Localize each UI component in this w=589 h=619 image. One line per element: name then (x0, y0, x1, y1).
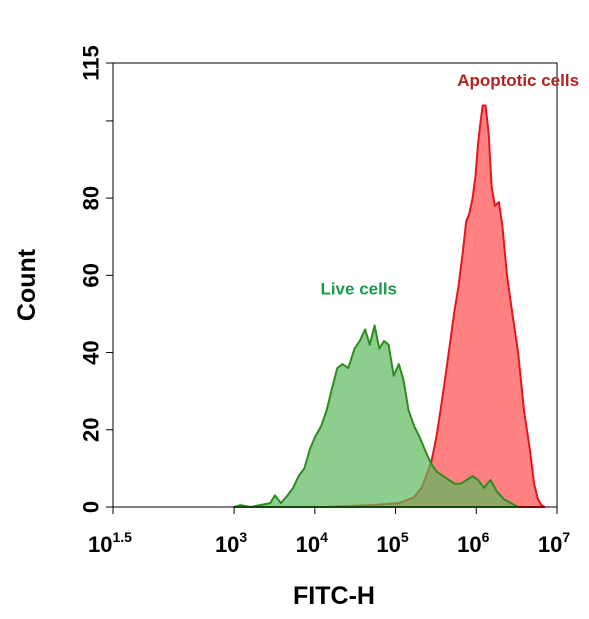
annotation-apoptotic-cells: Apoptotic cells (457, 71, 579, 90)
x-tick-exponent: 7 (562, 529, 570, 545)
x-tick-label: 106 (457, 529, 489, 557)
plot-frame (112, 62, 558, 508)
annotation-layer: Apoptotic cells Live cells (320, 71, 579, 298)
x-tick-exponent: 6 (482, 529, 490, 545)
y-axis-title: Count (13, 248, 41, 321)
x-tick-exponent: 5 (401, 529, 409, 545)
x-axis-title: FITC-H (293, 582, 375, 610)
series-area-live-cells (233, 324, 520, 508)
x-tick-label: 103 (215, 529, 247, 557)
y-tick-label: 60 (79, 263, 104, 287)
y-tick-label: 20 (79, 418, 104, 442)
x-tick-base: 10 (215, 532, 239, 557)
annotation-live-cells: Live cells (320, 280, 397, 299)
y-tick-label: 0 (79, 501, 104, 513)
x-tick-base: 10 (376, 532, 400, 557)
x-tick-exponent: 4 (320, 529, 328, 545)
y-tick-label: 40 (79, 340, 104, 364)
x-tick-base: 10 (296, 532, 320, 557)
x-tick-label: 101.5 (88, 529, 132, 557)
x-tick-base: 10 (88, 532, 112, 557)
x-tick-label: 107 (538, 529, 570, 557)
y-tick-label: 80 (79, 186, 104, 210)
x-tick-base: 10 (538, 532, 562, 557)
x-tick-label: 104 (296, 529, 328, 557)
y-tick-label: 115 (79, 45, 104, 81)
x-tick-exponent: 3 (239, 529, 247, 545)
x-tick-base: 10 (457, 532, 481, 557)
series-layer (233, 104, 546, 508)
x-tick-label: 105 (376, 529, 408, 557)
x-tick-exponent: 1.5 (113, 529, 133, 545)
